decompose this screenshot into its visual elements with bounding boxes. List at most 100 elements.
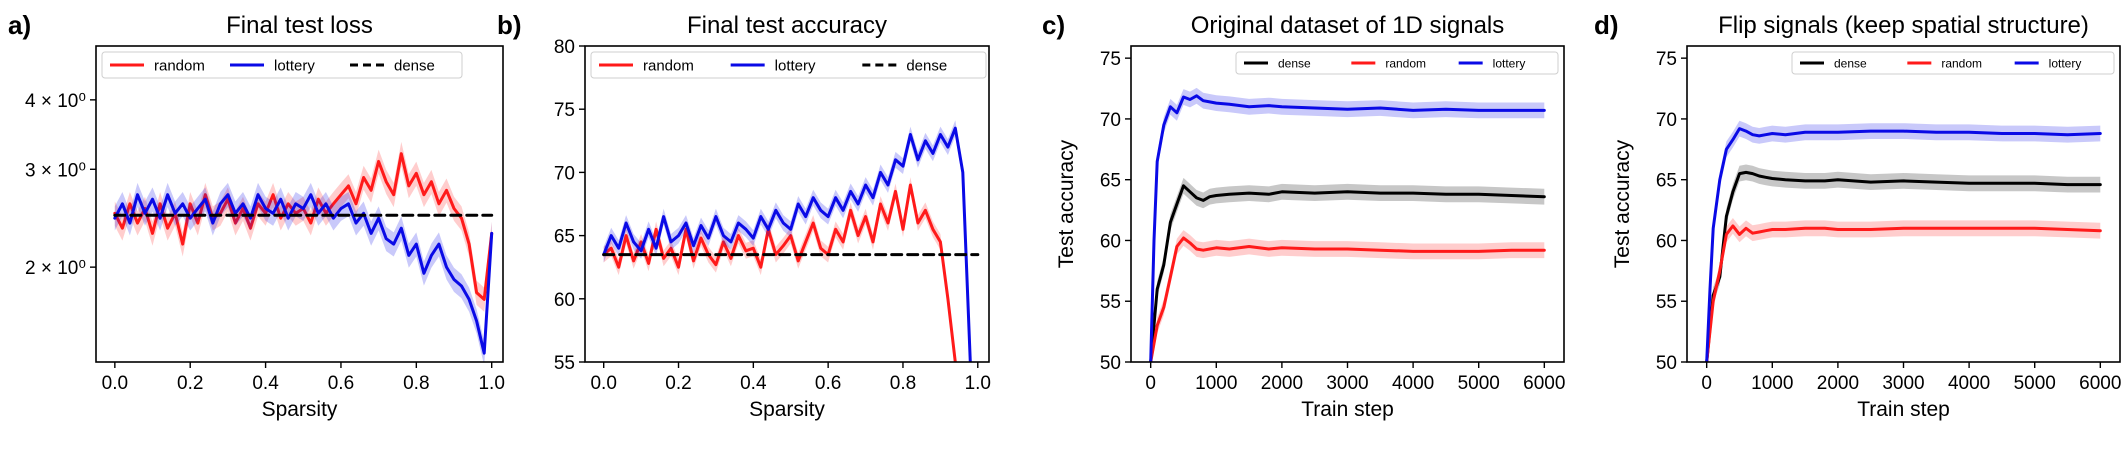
- series-line-dense: [1705, 170, 2102, 362]
- band-random: [1706, 218, 2101, 362]
- x-tick-label: 0: [1701, 373, 1712, 394]
- y-tick-label: 60: [1100, 231, 1121, 252]
- legend-label-dense: dense: [1278, 56, 1311, 70]
- panel-label: a): [8, 10, 31, 40]
- legend-label-dense: dense: [906, 57, 947, 74]
- legend-box: [590, 51, 987, 79]
- x-tick-label: 0.4: [252, 373, 279, 394]
- x-tick-label: 0.0: [102, 373, 128, 394]
- chart-title: Final test loss: [226, 12, 373, 39]
- legend-label-lottery: lottery: [2049, 56, 2082, 70]
- x-tick-label: 3000: [1326, 373, 1368, 394]
- x-tick-label: 3000: [1882, 373, 1924, 394]
- legend-box: [101, 51, 463, 79]
- series-line-random: [1149, 236, 1546, 362]
- plot-area: [1149, 87, 1546, 362]
- panel-label: b): [497, 10, 522, 40]
- y-tick-label: 70: [1100, 110, 1121, 131]
- x-tick-label: 5000: [1458, 373, 1500, 394]
- x-tick-label: 0.8: [890, 373, 916, 394]
- y-tick-label: 70: [554, 163, 575, 184]
- y-tick-label: 80: [554, 37, 575, 58]
- x-axis-label: Train step: [1301, 398, 1394, 421]
- band-random: [114, 141, 492, 312]
- legend-label-lottery: lottery: [775, 57, 816, 74]
- y-axis-label: Test accuracy: [1055, 139, 1078, 268]
- legend: random lottery dense: [590, 51, 987, 79]
- plot-area: [1705, 120, 2102, 362]
- x-axis-label: Sparsity: [262, 398, 338, 421]
- legend: dense random lottery: [1791, 51, 2115, 75]
- x-tick-label: 4000: [1392, 373, 1434, 394]
- chart-title: Flip signals (keep spatial structure): [1718, 12, 2089, 39]
- legend-box: [1791, 51, 2115, 75]
- y-tick-label: 55: [1100, 292, 1121, 313]
- panel-3: c) Original dataset of 1D signals 0 1000 200…: [1042, 10, 1565, 421]
- series-line-lottery: [1149, 94, 1546, 362]
- y-tick-label: 70: [1656, 110, 1677, 131]
- panel-1: a) Final test loss 0.0 0.2 0.4 0.6 0.8 1.0 2 × 1…: [8, 10, 505, 421]
- y-tick-label: 50: [1656, 353, 1677, 374]
- legend-label-random: random: [1385, 56, 1426, 70]
- y-tick-label: 60: [554, 290, 575, 311]
- series-line-random: [1705, 224, 2102, 362]
- plot-area: [602, 120, 980, 362]
- axes-frame: [95, 45, 504, 363]
- y-tick-label: 65: [1100, 171, 1121, 192]
- series-line-lottery: [113, 193, 494, 355]
- panel-label: d): [1594, 10, 1619, 40]
- x-tick-label: 6000: [2079, 373, 2121, 394]
- legend: dense random lottery: [1235, 51, 1559, 75]
- band-lottery: [1150, 87, 1545, 362]
- legend-box: [1235, 51, 1559, 75]
- y-axis-label: Test accuracy: [1611, 139, 1634, 268]
- legend-label-random: random: [154, 57, 205, 74]
- y-tick-label: 4 × 10⁰: [25, 91, 86, 112]
- series-line-lottery: [602, 126, 972, 362]
- y-tick-label: 75: [554, 100, 575, 121]
- band-random: [603, 177, 956, 362]
- legend-label-lottery: lottery: [274, 57, 315, 74]
- x-tick-label: 0.4: [740, 373, 767, 394]
- x-tick-label: 2000: [1817, 373, 1859, 394]
- x-tick-label: 0: [1145, 373, 1156, 394]
- x-tick-label: 1.0: [478, 373, 504, 394]
- x-tick-label: 0.8: [403, 373, 429, 394]
- x-tick-label: 0.6: [328, 373, 354, 394]
- x-tick-label: 5000: [2014, 373, 2056, 394]
- legend-label-random: random: [1941, 56, 1982, 70]
- plot-area: [113, 141, 494, 362]
- x-tick-label: 1000: [1195, 373, 1237, 394]
- band-dense: [1706, 164, 2101, 362]
- y-tick-label: 65: [1656, 171, 1677, 192]
- y-tick-label: 75: [1656, 49, 1677, 70]
- x-axis-label: Train step: [1857, 398, 1950, 421]
- axes-frame: [1686, 45, 2121, 363]
- y-tick-label: 75: [1100, 49, 1121, 70]
- y-tick-label: 65: [554, 227, 575, 248]
- band-dense: [1150, 177, 1545, 362]
- x-tick-label: 6000: [1523, 373, 1565, 394]
- x-tick-label: 2000: [1261, 373, 1303, 394]
- band-lottery: [114, 182, 492, 362]
- axes-frame: [584, 45, 990, 363]
- x-tick-label: 1000: [1751, 373, 1793, 394]
- x-tick-label: 0.2: [665, 373, 691, 394]
- series-line-lottery: [1705, 127, 2102, 362]
- x-tick-label: 1.0: [965, 373, 991, 394]
- y-tick-label: 3 × 10⁰: [25, 160, 86, 181]
- panel-label: c): [1042, 10, 1065, 40]
- legend-label-random: random: [643, 57, 694, 74]
- x-tick-label: 4000: [1948, 373, 1990, 394]
- band-lottery: [1706, 120, 2101, 362]
- panel-2: b) Final test accuracy 0.0 0.2 0.4 0.6 0.8 1.0 5…: [497, 10, 991, 421]
- y-tick-label: 50: [1100, 353, 1121, 374]
- x-tick-label: 0.0: [590, 373, 616, 394]
- x-tick-label: 0.2: [177, 373, 203, 394]
- panel-4: d) Flip signals (keep spatial structure) 0…: [1594, 10, 2121, 421]
- y-tick-label: 55: [1656, 292, 1677, 313]
- legend-label-lottery: lottery: [1493, 56, 1526, 70]
- chart-title: Original dataset of 1D signals: [1191, 12, 1505, 39]
- series-line-dense: [1149, 184, 1546, 362]
